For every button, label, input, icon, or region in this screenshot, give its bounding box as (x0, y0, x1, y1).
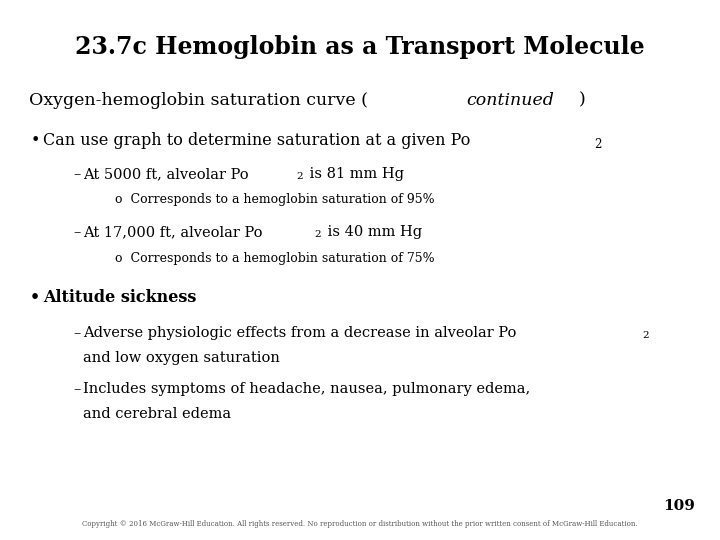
Text: Adverse physiologic effects from a decrease in alveolar Po: Adverse physiologic effects from a decre… (83, 326, 516, 340)
Text: o  Corresponds to a hemoglobin saturation of 95%: o Corresponds to a hemoglobin saturation… (115, 193, 435, 206)
Text: –: – (73, 167, 81, 181)
Text: o  Corresponds to a hemoglobin saturation of 75%: o Corresponds to a hemoglobin saturation… (115, 252, 435, 265)
Text: Oxygen-hemoglobin saturation curve (: Oxygen-hemoglobin saturation curve ( (29, 92, 368, 109)
Text: Altitude sickness: Altitude sickness (43, 289, 197, 306)
Text: is 40 mm Hg: is 40 mm Hg (323, 225, 422, 239)
Text: Copyright © 2016 McGraw-Hill Education. All rights reserved. No reproduction or : Copyright © 2016 McGraw-Hill Education. … (82, 520, 638, 528)
Text: continued: continued (466, 92, 554, 109)
Text: 2: 2 (315, 230, 321, 239)
Text: 2: 2 (297, 172, 303, 181)
Text: Can use graph to determine saturation at a given Po: Can use graph to determine saturation at… (43, 132, 471, 149)
Text: 109: 109 (663, 499, 695, 513)
Text: 23.7c Hemoglobin as a Transport Molecule: 23.7c Hemoglobin as a Transport Molecule (75, 35, 645, 59)
Text: •: • (30, 289, 40, 306)
Text: is 81 mm Hg: is 81 mm Hg (305, 167, 404, 181)
Text: At 17,000 ft, alveolar Po: At 17,000 ft, alveolar Po (83, 225, 262, 239)
Text: At 5000 ft, alveolar Po: At 5000 ft, alveolar Po (83, 167, 248, 181)
Text: •: • (30, 132, 40, 149)
Text: –: – (73, 225, 81, 239)
Text: and cerebral edema: and cerebral edema (83, 407, 231, 421)
Text: –: – (73, 382, 81, 396)
Text: 2: 2 (595, 138, 602, 151)
Text: and low oxygen saturation: and low oxygen saturation (83, 351, 279, 365)
Text: ): ) (579, 92, 586, 109)
Text: Includes symptoms of headache, nausea, pulmonary edema,: Includes symptoms of headache, nausea, p… (83, 382, 530, 396)
Text: 2: 2 (642, 331, 649, 340)
Text: –: – (73, 326, 81, 340)
